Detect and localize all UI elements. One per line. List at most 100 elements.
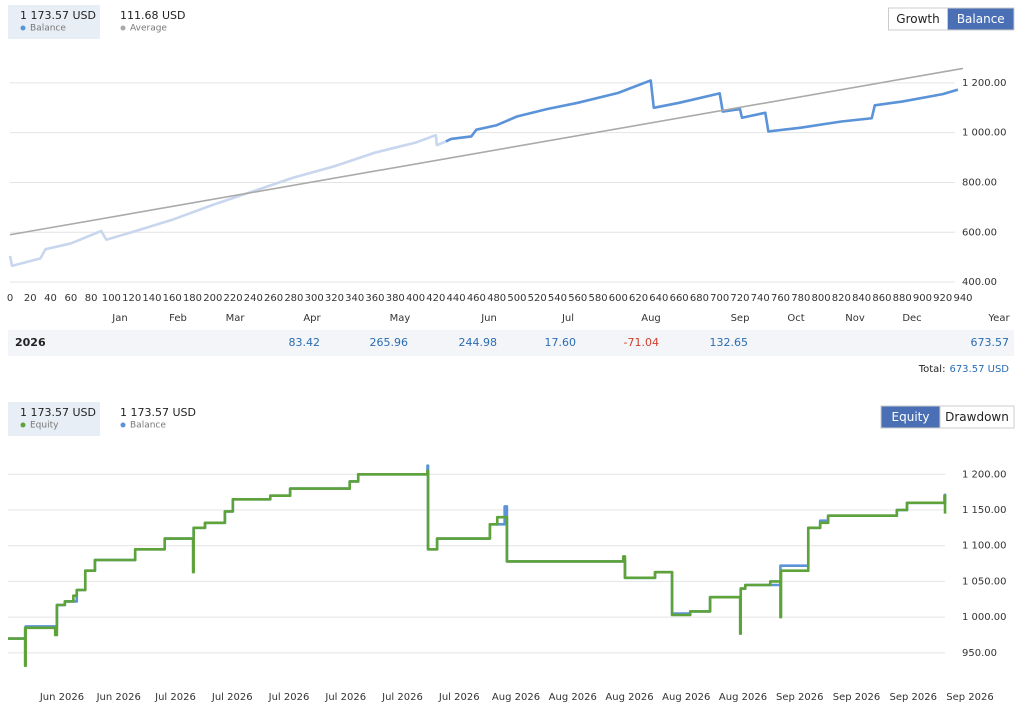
y-tick-label: 1 000.00 — [962, 128, 1007, 139]
table-row — [8, 330, 1014, 356]
x-tick-label: Jun 2026 — [39, 692, 84, 703]
x-tick-label: 860 — [872, 293, 891, 304]
x-tick-label: Jul 2026 — [268, 692, 310, 703]
x-tick-label: 380 — [386, 293, 405, 304]
legend-dot — [120, 25, 126, 31]
x-tick-label: Aug 2026 — [719, 692, 767, 703]
year-value: 673.57 — [971, 336, 1010, 349]
x-tick-label: Aug 2026 — [549, 692, 597, 703]
month-label: Oct — [787, 313, 804, 324]
x-tick-label: 500 — [507, 293, 526, 304]
x-tick-label: 600 — [609, 293, 628, 304]
y-tick-label: 1 100.00 — [962, 541, 1007, 552]
x-tick-label: 540 — [548, 293, 567, 304]
x-tick-label: 240 — [244, 293, 263, 304]
x-tick-label: 20 — [24, 293, 37, 304]
summary-value: 1 173.57 USD — [120, 406, 196, 419]
series-line — [8, 464, 947, 640]
x-tick-label: 260 — [264, 293, 283, 304]
x-tick-label: 940 — [953, 293, 972, 304]
month-label: Sep — [731, 313, 750, 324]
y-tick-label: 950.00 — [962, 648, 997, 659]
tab-label[interactable]: Equity — [892, 410, 930, 424]
x-tick-label: 800 — [812, 293, 831, 304]
x-tick-label: 880 — [893, 293, 912, 304]
x-tick-label: 220 — [223, 293, 242, 304]
x-tick-label: 660 — [670, 293, 689, 304]
month-label: May — [390, 313, 411, 324]
month-value: 17.60 — [545, 336, 577, 349]
x-tick-label: 820 — [832, 293, 851, 304]
x-tick-label: 420 — [426, 293, 445, 304]
x-tick-label: 700 — [710, 293, 729, 304]
total-value: 673.57 USD — [949, 364, 1009, 375]
x-tick-label: 900 — [913, 293, 932, 304]
month-value: 244.98 — [459, 336, 498, 349]
summary-value: 111.68 USD — [120, 9, 186, 22]
month-value: -71.04 — [624, 336, 659, 349]
legend-dot — [20, 422, 26, 428]
series-line — [9, 67, 964, 236]
month-label: Aug — [641, 313, 661, 324]
y-tick-label: 1 200.00 — [962, 78, 1007, 89]
x-tick-label: 40 — [44, 293, 57, 304]
x-tick-label: Jul 2026 — [381, 692, 423, 703]
y-tick-label: 1 200.00 — [962, 469, 1007, 480]
x-tick-label: 180 — [183, 293, 202, 304]
x-tick-label: 80 — [85, 293, 98, 304]
total-label: Total: — [918, 364, 946, 375]
x-tick-label: 280 — [284, 293, 303, 304]
month-label: Jun — [480, 313, 497, 324]
x-tick-label: 320 — [325, 293, 344, 304]
x-tick-label: Aug 2026 — [492, 692, 540, 703]
x-tick-label: 60 — [64, 293, 77, 304]
legend-name: Balance — [30, 24, 66, 34]
x-tick-label: Sep 2026 — [776, 692, 823, 703]
x-tick-label: Jul 2026 — [324, 692, 366, 703]
x-tick-label: Jul 2026 — [211, 692, 253, 703]
series-line — [445, 79, 959, 143]
month-value: 265.96 — [370, 336, 409, 349]
x-tick-label: Jul 2026 — [438, 692, 480, 703]
summary-value: 1 173.57 USD — [20, 406, 96, 419]
x-tick-label: 920 — [933, 293, 952, 304]
x-tick-label: 160 — [163, 293, 182, 304]
month-label: Nov — [845, 313, 865, 324]
tab-label[interactable]: Growth — [896, 12, 939, 26]
row-label: 2026 — [15, 336, 46, 349]
x-tick-label: 620 — [629, 293, 648, 304]
summary-value: 1 173.57 USD — [20, 9, 96, 22]
legend-box — [8, 5, 100, 39]
y-tick-label: 1 000.00 — [962, 612, 1007, 623]
x-tick-label: 340 — [345, 293, 364, 304]
legend-name: Equity — [30, 421, 59, 431]
x-tick-label: 360 — [365, 293, 384, 304]
month-label: Mar — [226, 313, 246, 324]
x-tick-label: 480 — [487, 293, 506, 304]
x-tick-label: Aug 2026 — [605, 692, 653, 703]
tab-label[interactable]: Drawdown — [945, 410, 1009, 424]
x-tick-label: Sep 2026 — [833, 692, 880, 703]
y-tick-label: 400.00 — [962, 277, 997, 288]
y-tick-label: 600.00 — [962, 227, 997, 238]
x-tick-label: 640 — [649, 293, 668, 304]
x-tick-label: 200 — [203, 293, 222, 304]
legend-dot — [20, 25, 26, 31]
x-tick-label: 760 — [771, 293, 790, 304]
month-value: 83.42 — [289, 336, 321, 349]
x-tick-label: Jul 2026 — [154, 692, 196, 703]
x-tick-label: 680 — [690, 293, 709, 304]
x-tick-label: 840 — [852, 293, 871, 304]
x-tick-label: 120 — [122, 293, 141, 304]
tab-button[interactable] — [947, 7, 1015, 31]
x-tick-label: 740 — [751, 293, 770, 304]
y-tick-label: 1 150.00 — [962, 505, 1007, 516]
tab-label[interactable]: Balance — [957, 12, 1005, 26]
x-tick-label: 520 — [528, 293, 547, 304]
legend-name: Balance — [130, 421, 166, 431]
month-label: Apr — [303, 313, 321, 324]
legend-name: Average — [130, 24, 167, 34]
tab-button[interactable] — [939, 405, 1015, 429]
